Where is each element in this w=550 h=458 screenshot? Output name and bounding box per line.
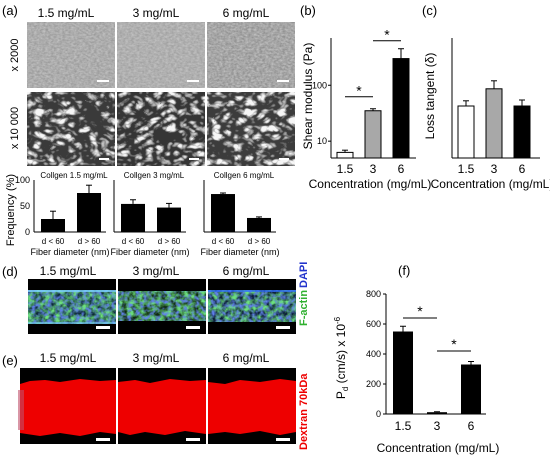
histogram-category-2-1: d < 60 bbox=[122, 237, 145, 246]
histogram-category-2-2: d > 60 bbox=[158, 237, 181, 246]
histogram-bar-1-2 bbox=[77, 193, 101, 232]
perm-xlabel: Concentration (mg/mL) bbox=[377, 441, 500, 455]
perm-ytick-label-1: 0 bbox=[376, 409, 381, 419]
dextran-image-3 bbox=[208, 368, 296, 444]
histogram-bar-2-1 bbox=[121, 203, 145, 232]
loss-xlabel: Concentration (mg/mL) bbox=[431, 177, 550, 191]
histogram-bar-2-2 bbox=[157, 207, 181, 232]
fluor-col-label-2: 3 mg/mL bbox=[133, 264, 180, 278]
sem-image-10000x-3 bbox=[207, 92, 295, 166]
histogram-bar-3-1 bbox=[211, 194, 235, 232]
perm-chart: 0 200 400 600 800 1.5 3 6 * * bbox=[366, 289, 486, 433]
sem-row-label-1: x 2000 bbox=[9, 38, 21, 71]
shear-sig-star-2: * bbox=[384, 27, 390, 43]
loss-category-3: 6 bbox=[519, 162, 526, 176]
perm-bar-3 bbox=[461, 364, 481, 414]
histogram-title-1: Collgen 1.5 mg/mL bbox=[40, 171, 108, 180]
perm-ytick-label-4: 600 bbox=[366, 319, 381, 329]
histogram-category-1-1: d < 60 bbox=[42, 237, 65, 246]
fluor-col-label-3: 6 mg/mL bbox=[223, 264, 270, 278]
histogram-ytick-0: 0 bbox=[25, 227, 30, 237]
perm-ytick-label-2: 200 bbox=[366, 379, 381, 389]
perm-ytick-label-3: 400 bbox=[366, 349, 381, 359]
sem-col-label-1: 1.5 mg/mL bbox=[38, 6, 95, 20]
shear-chart: 10 100 1.5 3 6 * * bbox=[312, 27, 416, 176]
dextran-col-label-2: 3 mg/mL bbox=[133, 351, 180, 365]
panel-letter-d: (d) bbox=[2, 264, 18, 279]
histogram-xlabel-2: Fiber diameter (nm) bbox=[110, 247, 189, 257]
histogram-bar-1-1 bbox=[41, 219, 65, 232]
shear-category-1: 1.5 bbox=[337, 162, 354, 176]
panel-letter-f: (f) bbox=[398, 263, 410, 278]
perm-category-3: 6 bbox=[468, 419, 475, 433]
histogram-category-1-2: d > 60 bbox=[78, 237, 101, 246]
shear-bar-2 bbox=[364, 110, 382, 159]
histogram-xlabel-3: Fiber diameter (nm) bbox=[200, 247, 279, 257]
shear-category-3: 6 bbox=[398, 162, 405, 176]
histogram-ytick-50: 50 bbox=[20, 201, 30, 211]
histogram-title-2: Collgen 3 mg/mL bbox=[124, 171, 185, 180]
perm-sig-star-1: * bbox=[417, 303, 423, 319]
loss-bar-1 bbox=[457, 105, 475, 159]
dextran-image-1 bbox=[18, 368, 116, 444]
loss-ylabel: Loss tangent (δ) bbox=[423, 53, 437, 140]
sem-row-label-2: x 10 000 bbox=[9, 107, 21, 149]
histogram-category-3-1: d < 60 bbox=[212, 237, 235, 246]
sem-image-2000x-2 bbox=[117, 22, 205, 88]
histogram-ylabel: Frequency (%) bbox=[5, 174, 17, 246]
perm-category-1: 1.5 bbox=[395, 419, 412, 433]
histogram-ytick-100: 100 bbox=[15, 175, 30, 185]
shear-bar-3 bbox=[392, 58, 410, 159]
stain-label-dextran: Dextran 70kDa bbox=[298, 373, 310, 450]
perm-bar-1 bbox=[393, 331, 413, 414]
histogram-yticks: 100 50 0 bbox=[15, 175, 30, 237]
perm-ytick-label-5: 800 bbox=[366, 289, 381, 299]
perm-category-2: 3 bbox=[434, 419, 441, 433]
panel-letter-c: (c) bbox=[422, 3, 437, 18]
loss-category-1: 1.5 bbox=[458, 162, 475, 176]
sem-image-10000x-1 bbox=[27, 92, 115, 166]
perm-bar-2 bbox=[427, 412, 447, 414]
dextran-col-label-1: 1.5 mg/mL bbox=[40, 351, 97, 365]
sem-image-10000x-2 bbox=[117, 92, 205, 166]
perm-ylabel: Pd (cm/s) x 10-6 bbox=[333, 316, 350, 399]
svg-text:Pd (cm/s) x 10-6: Pd (cm/s) x 10-6 bbox=[333, 316, 350, 399]
fluorescence-image-2 bbox=[118, 279, 206, 334]
dextran-image-2 bbox=[118, 368, 206, 444]
sem-image-2000x-3 bbox=[207, 22, 295, 88]
shear-xlabel: Concentration (mg/mL) bbox=[309, 177, 432, 191]
fluorescence-image-3 bbox=[208, 279, 296, 334]
loss-bar-3 bbox=[513, 105, 531, 159]
shear-category-2: 3 bbox=[370, 162, 377, 176]
perm-sig-star-2: * bbox=[451, 336, 457, 352]
fluor-col-label-1: 1.5 mg/mL bbox=[40, 264, 97, 278]
histogram-bar-3-2 bbox=[247, 217, 271, 232]
shear-ytick-label-2: 100 bbox=[312, 80, 327, 90]
stain-label-dapi: DAPI bbox=[298, 262, 310, 288]
shear-ylabel: Shear modulus (Pa) bbox=[301, 43, 315, 150]
dextran-col-label-3: 6 mg/mL bbox=[223, 351, 270, 365]
loss-chart: 1.5 3 6 bbox=[451, 38, 540, 176]
histogram-xlabel-1: Fiber diameter (nm) bbox=[30, 247, 109, 257]
shear-ytick-label-1: 10 bbox=[317, 136, 327, 146]
shear-sig-star-1: * bbox=[356, 83, 362, 99]
sem-image-2000x-1 bbox=[27, 22, 115, 88]
stain-label-factin: F-actin bbox=[298, 290, 310, 326]
loss-bar-2 bbox=[485, 88, 503, 159]
sem-col-label-3: 6 mg/mL bbox=[223, 6, 270, 20]
panel-letter-e: (e) bbox=[2, 353, 18, 368]
fluorescence-image-1 bbox=[28, 279, 116, 334]
panel-letter-b: (b) bbox=[300, 3, 316, 18]
sem-col-label-2: 3 mg/mL bbox=[133, 6, 180, 20]
histogram-title-3: Collgen 6 mg/mL bbox=[214, 171, 275, 180]
panel-letter-a: (a) bbox=[2, 3, 18, 18]
loss-category-2: 3 bbox=[491, 162, 498, 176]
histogram-category-3-2: d > 60 bbox=[248, 237, 271, 246]
shear-bar-1 bbox=[336, 151, 354, 159]
